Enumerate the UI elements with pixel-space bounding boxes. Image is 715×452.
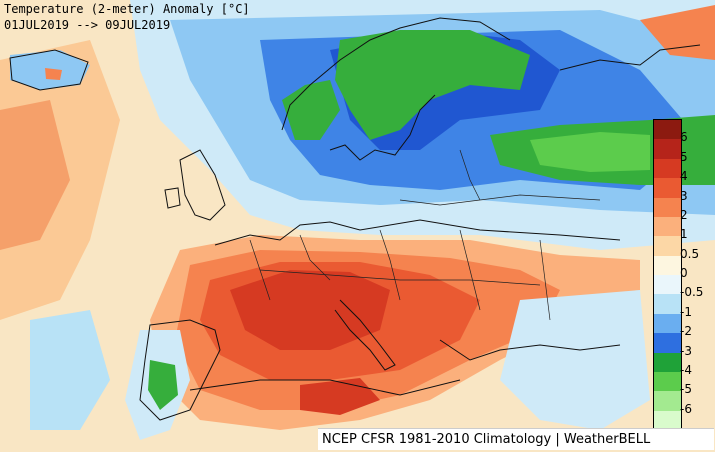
legend-color-cell (654, 352, 681, 373)
legend-tick-label: -5 (680, 382, 692, 397)
legend-tick-label: -6 (680, 401, 692, 416)
coastlines (9, 17, 701, 421)
border-line (459, 229, 481, 311)
legend-color-cell (654, 313, 681, 334)
legend-color-cell (654, 236, 681, 257)
norway-coast-green (282, 80, 340, 140)
legend-tick-label: -4 (680, 362, 692, 377)
russia-green-core (530, 132, 650, 172)
iceland-warm-spot (45, 68, 62, 80)
legend-color-cell (654, 178, 681, 198)
border-line (539, 239, 551, 321)
atlantic-warm-core (0, 100, 70, 250)
map-title: Temperature (2-meter) Anomaly [°C] (4, 2, 250, 16)
legend-color-cell (654, 120, 681, 140)
legend-color-cell (654, 255, 681, 276)
north-europe-coast (214, 219, 621, 246)
scandinavia-green (335, 30, 530, 140)
ireland-outline (164, 187, 181, 209)
iberia-outline (139, 319, 221, 421)
legend-tick-label: 2 (680, 207, 688, 222)
date-range: 01JUL2019 --> 09JUL2019 (4, 18, 171, 32)
portugal-green (148, 360, 178, 410)
legend-color-cell (654, 294, 681, 315)
border-line (259, 269, 541, 286)
north-africa-coast (189, 379, 461, 396)
credit-text: NCEP CFSR 1981-2010 Climatology | Weathe… (318, 428, 714, 450)
legend-tick-label: 3 (680, 188, 688, 203)
legend-color-cell (654, 391, 681, 412)
legend-color-cell (654, 139, 681, 160)
baltic-coast (329, 94, 436, 161)
color-legend (653, 119, 682, 431)
legend-tick-label: -0.5 (680, 285, 704, 300)
legend-color-cell (654, 216, 681, 237)
border-line (299, 234, 331, 281)
east-cool-region (500, 290, 650, 430)
scandinavia-coast (281, 17, 511, 131)
italy-outline (334, 299, 396, 371)
arctic-warm-patch (640, 5, 715, 60)
legend-tick-label: 4 (680, 169, 688, 184)
legend-color-cell (654, 158, 681, 179)
north-africa-hot (300, 378, 380, 415)
iceland-outline (9, 49, 89, 91)
legend-color-cell (654, 197, 681, 218)
balkans-coast (439, 339, 621, 361)
border-line (379, 229, 401, 301)
legend-color-cell (654, 333, 681, 353)
legend-tick-label: 5 (680, 149, 688, 164)
atlantic-cool-pocket (30, 310, 110, 430)
legend-tick-label: 0.5 (680, 246, 700, 261)
arctic-russia-coast (559, 44, 701, 71)
legend-color-cell (654, 410, 681, 431)
legend-color-cell (654, 371, 681, 392)
great-britain-outline (179, 149, 226, 221)
legend-color-cell (654, 275, 681, 295)
legend-tick-label: 1 (680, 227, 688, 242)
border-line (459, 149, 481, 201)
borders (249, 149, 601, 321)
legend-tick-label: -3 (680, 343, 692, 358)
legend-tick-label: -2 (680, 324, 692, 339)
legend-tick-label: -1 (680, 304, 692, 319)
legend-tick-label: 0 (680, 266, 688, 280)
legend-tick-label: 6 (680, 130, 688, 145)
